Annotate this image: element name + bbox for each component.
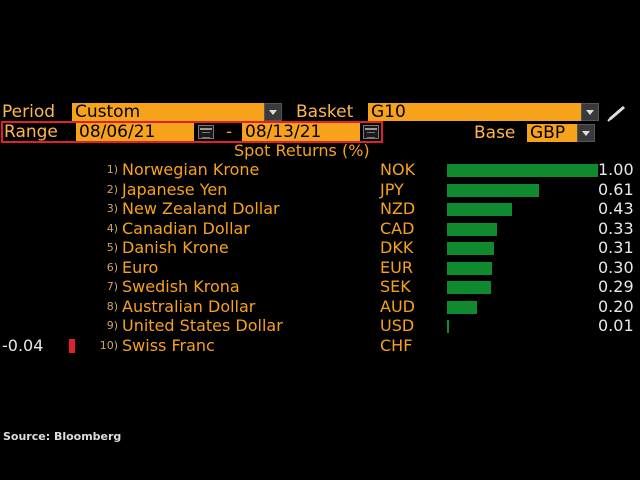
currency-code: NZD xyxy=(380,199,416,218)
return-bar-negative xyxy=(69,338,75,353)
return-value: 0.43 xyxy=(598,199,634,218)
row-rank: 4) xyxy=(106,221,118,235)
basket-select[interactable]: G10 xyxy=(368,103,581,121)
calendar-icon[interactable] xyxy=(198,125,214,139)
return-value: 0.30 xyxy=(598,257,634,277)
range-separator: - xyxy=(226,122,233,142)
return-value: 0.01 xyxy=(598,316,634,335)
row-rank: 5) xyxy=(106,241,118,254)
period-label: Period xyxy=(2,102,56,122)
row-rank: 3) xyxy=(106,202,118,215)
chart-title: Spot Returns (%) xyxy=(234,141,370,160)
return-bar xyxy=(447,300,478,314)
list-item[interactable]: 4) Canadian Dollar CAD 0.33 xyxy=(0,219,640,238)
currency-code: USD xyxy=(380,316,415,335)
return-bar xyxy=(447,281,491,294)
list-item[interactable]: 2) Japanese Yen JPY 0.61 xyxy=(0,180,640,199)
list-item[interactable]: 10) Swiss Franc CHF -0.04 xyxy=(0,336,640,355)
row-rank: 1) xyxy=(106,163,118,176)
return-bar xyxy=(447,183,540,197)
base-select[interactable]: GBP xyxy=(527,124,577,142)
row-rank: 8) xyxy=(106,299,118,313)
return-bar xyxy=(447,261,493,275)
pencil-icon[interactable] xyxy=(606,102,628,122)
range-end-input[interactable]: 08/13/21 xyxy=(242,123,360,141)
currency-code: DKK xyxy=(380,238,414,257)
currency-name[interactable]: Norwegian Krone xyxy=(122,160,260,179)
list-item[interactable]: 9) United States Dollar USD 0.01 xyxy=(0,316,640,335)
range-label: Range xyxy=(4,122,58,142)
currency-code: AUD xyxy=(380,296,415,316)
return-bar xyxy=(447,164,598,177)
calendar-icon[interactable] xyxy=(363,125,379,139)
currency-name[interactable]: Australian Dollar xyxy=(122,296,256,316)
currency-name[interactable]: Swedish Krona xyxy=(122,277,240,296)
currency-name[interactable]: Euro xyxy=(122,257,159,277)
list-item[interactable]: 8) Australian Dollar AUD 0.20 xyxy=(0,297,640,316)
return-bar xyxy=(447,320,449,333)
currency-name[interactable]: Swiss Franc xyxy=(122,335,215,355)
basket-label: Basket xyxy=(296,102,354,122)
return-value: 0.20 xyxy=(598,296,634,316)
base-dropdown-chevron-icon[interactable] xyxy=(577,124,595,142)
list-item[interactable]: 6) Euro EUR 0.30 xyxy=(0,258,640,277)
list-item[interactable]: 7) Swedish Krona SEK 0.29 xyxy=(0,277,640,296)
row-rank: 10) xyxy=(99,338,118,352)
currency-code: JPY xyxy=(380,179,404,199)
currency-name[interactable]: New Zealand Dollar xyxy=(122,199,280,218)
return-value: 0.61 xyxy=(598,179,634,199)
return-value: -0.04 xyxy=(2,335,44,355)
list-item[interactable]: 1) Norwegian Krone NOK 1.00 xyxy=(0,160,640,179)
currency-name[interactable]: United States Dollar xyxy=(122,316,283,335)
row-rank: 2) xyxy=(106,182,118,196)
base-label: Base xyxy=(474,123,516,143)
range-start-input[interactable]: 08/06/21 xyxy=(76,123,194,141)
return-bar xyxy=(447,222,497,236)
return-bar xyxy=(447,203,512,216)
currency-name[interactable]: Danish Krone xyxy=(122,238,229,257)
return-value: 1.00 xyxy=(598,160,634,179)
row-rank: 6) xyxy=(106,260,118,274)
period-select[interactable]: Custom xyxy=(72,103,264,121)
source-note: Source: Bloomberg xyxy=(3,430,122,443)
return-bar xyxy=(447,242,494,255)
row-rank: 7) xyxy=(106,280,118,293)
return-value: 0.31 xyxy=(598,238,634,257)
currency-code: CHF xyxy=(380,335,413,355)
return-value: 0.33 xyxy=(598,218,634,238)
range-highlight xyxy=(1,121,383,143)
row-rank: 9) xyxy=(106,319,118,332)
list-item[interactable]: 3) New Zealand Dollar NZD 0.43 xyxy=(0,199,640,218)
currency-code: SEK xyxy=(380,277,411,296)
period-dropdown-chevron-icon[interactable] xyxy=(264,103,282,121)
currency-code: EUR xyxy=(380,257,413,277)
list-item[interactable]: 5) Danish Krone DKK 0.31 xyxy=(0,238,640,257)
basket-dropdown-chevron-icon[interactable] xyxy=(581,103,599,121)
currency-name[interactable]: Canadian Dollar xyxy=(122,218,250,238)
currency-code: CAD xyxy=(380,218,415,238)
currency-name[interactable]: Japanese Yen xyxy=(122,179,228,199)
currency-code: NOK xyxy=(380,160,416,179)
return-value: 0.29 xyxy=(598,277,634,296)
